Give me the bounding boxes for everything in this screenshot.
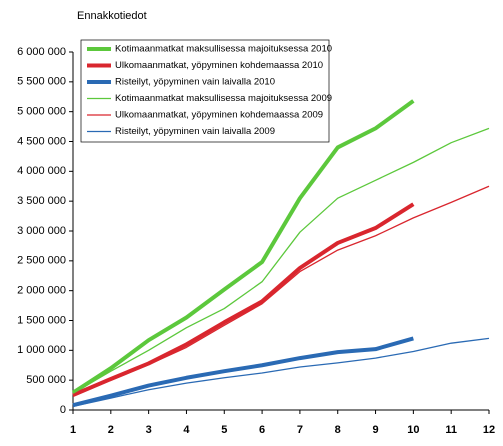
x-tick-label: 6: [259, 424, 265, 436]
legend-label: Risteilyt, yöpyminen vain laivalla 2010: [115, 77, 275, 88]
x-tick-label: 10: [407, 424, 419, 436]
series-line: [72, 336, 414, 408]
x-tick-label: 2: [108, 424, 114, 436]
y-tick-label: 3 000 000: [17, 225, 66, 237]
legend-label: Ulkomaanmatkat, yöpyminen kohdemaassa 20…: [115, 110, 323, 121]
y-tick-label: 6 000 000: [17, 46, 66, 58]
x-tick-label: 7: [297, 424, 303, 436]
y-tick-label: 2 000 000: [17, 285, 66, 297]
x-tick-label: 11: [445, 424, 457, 436]
legend-box: [80, 39, 330, 143]
y-tick-label: 1 000 000: [17, 344, 66, 356]
y-axis-title: Ennakkotiedot: [77, 10, 147, 22]
x-tick-label: 4: [183, 424, 190, 436]
legend-label: Risteilyt, yöpyminen vain laivalla 2009: [115, 126, 275, 137]
x-tick-label: 9: [372, 424, 378, 436]
y-tick-label: 500 000: [26, 374, 66, 386]
y-tick-label: 0: [60, 404, 66, 416]
legend-label: Kotimaanmatkat maksullisessa majoitukses…: [115, 44, 332, 55]
series-line: [72, 337, 490, 408]
y-tick-label: 5 000 000: [17, 106, 66, 118]
y-tick-label: 4 500 000: [17, 135, 66, 147]
x-tick-label: 12: [483, 424, 495, 436]
x-tick-label: 3: [146, 424, 152, 436]
x-tick-label: 8: [335, 424, 341, 436]
legend: Kotimaanmatkat maksullisessa majoitukses…: [80, 39, 332, 143]
series-line: [71, 99, 415, 395]
y-tick-label: 2 500 000: [17, 255, 66, 267]
x-tick-label: 5: [221, 424, 227, 436]
legend-label: Kotimaanmatkat maksullisessa majoitukses…: [115, 93, 332, 104]
y-tick-label: 5 500 000: [17, 76, 66, 88]
legend-label: Ulkomaanmatkat, yöpyminen kohdemaassa 20…: [115, 60, 323, 71]
y-tick-label: 1 500 000: [17, 314, 66, 326]
series-line: [72, 185, 490, 397]
series-line: [72, 202, 415, 397]
y-tick-label: 3 500 000: [17, 195, 66, 207]
series-line: [72, 127, 490, 394]
x-tick-label: 1: [70, 424, 76, 436]
y-tick-label: 4 000 000: [17, 165, 66, 177]
